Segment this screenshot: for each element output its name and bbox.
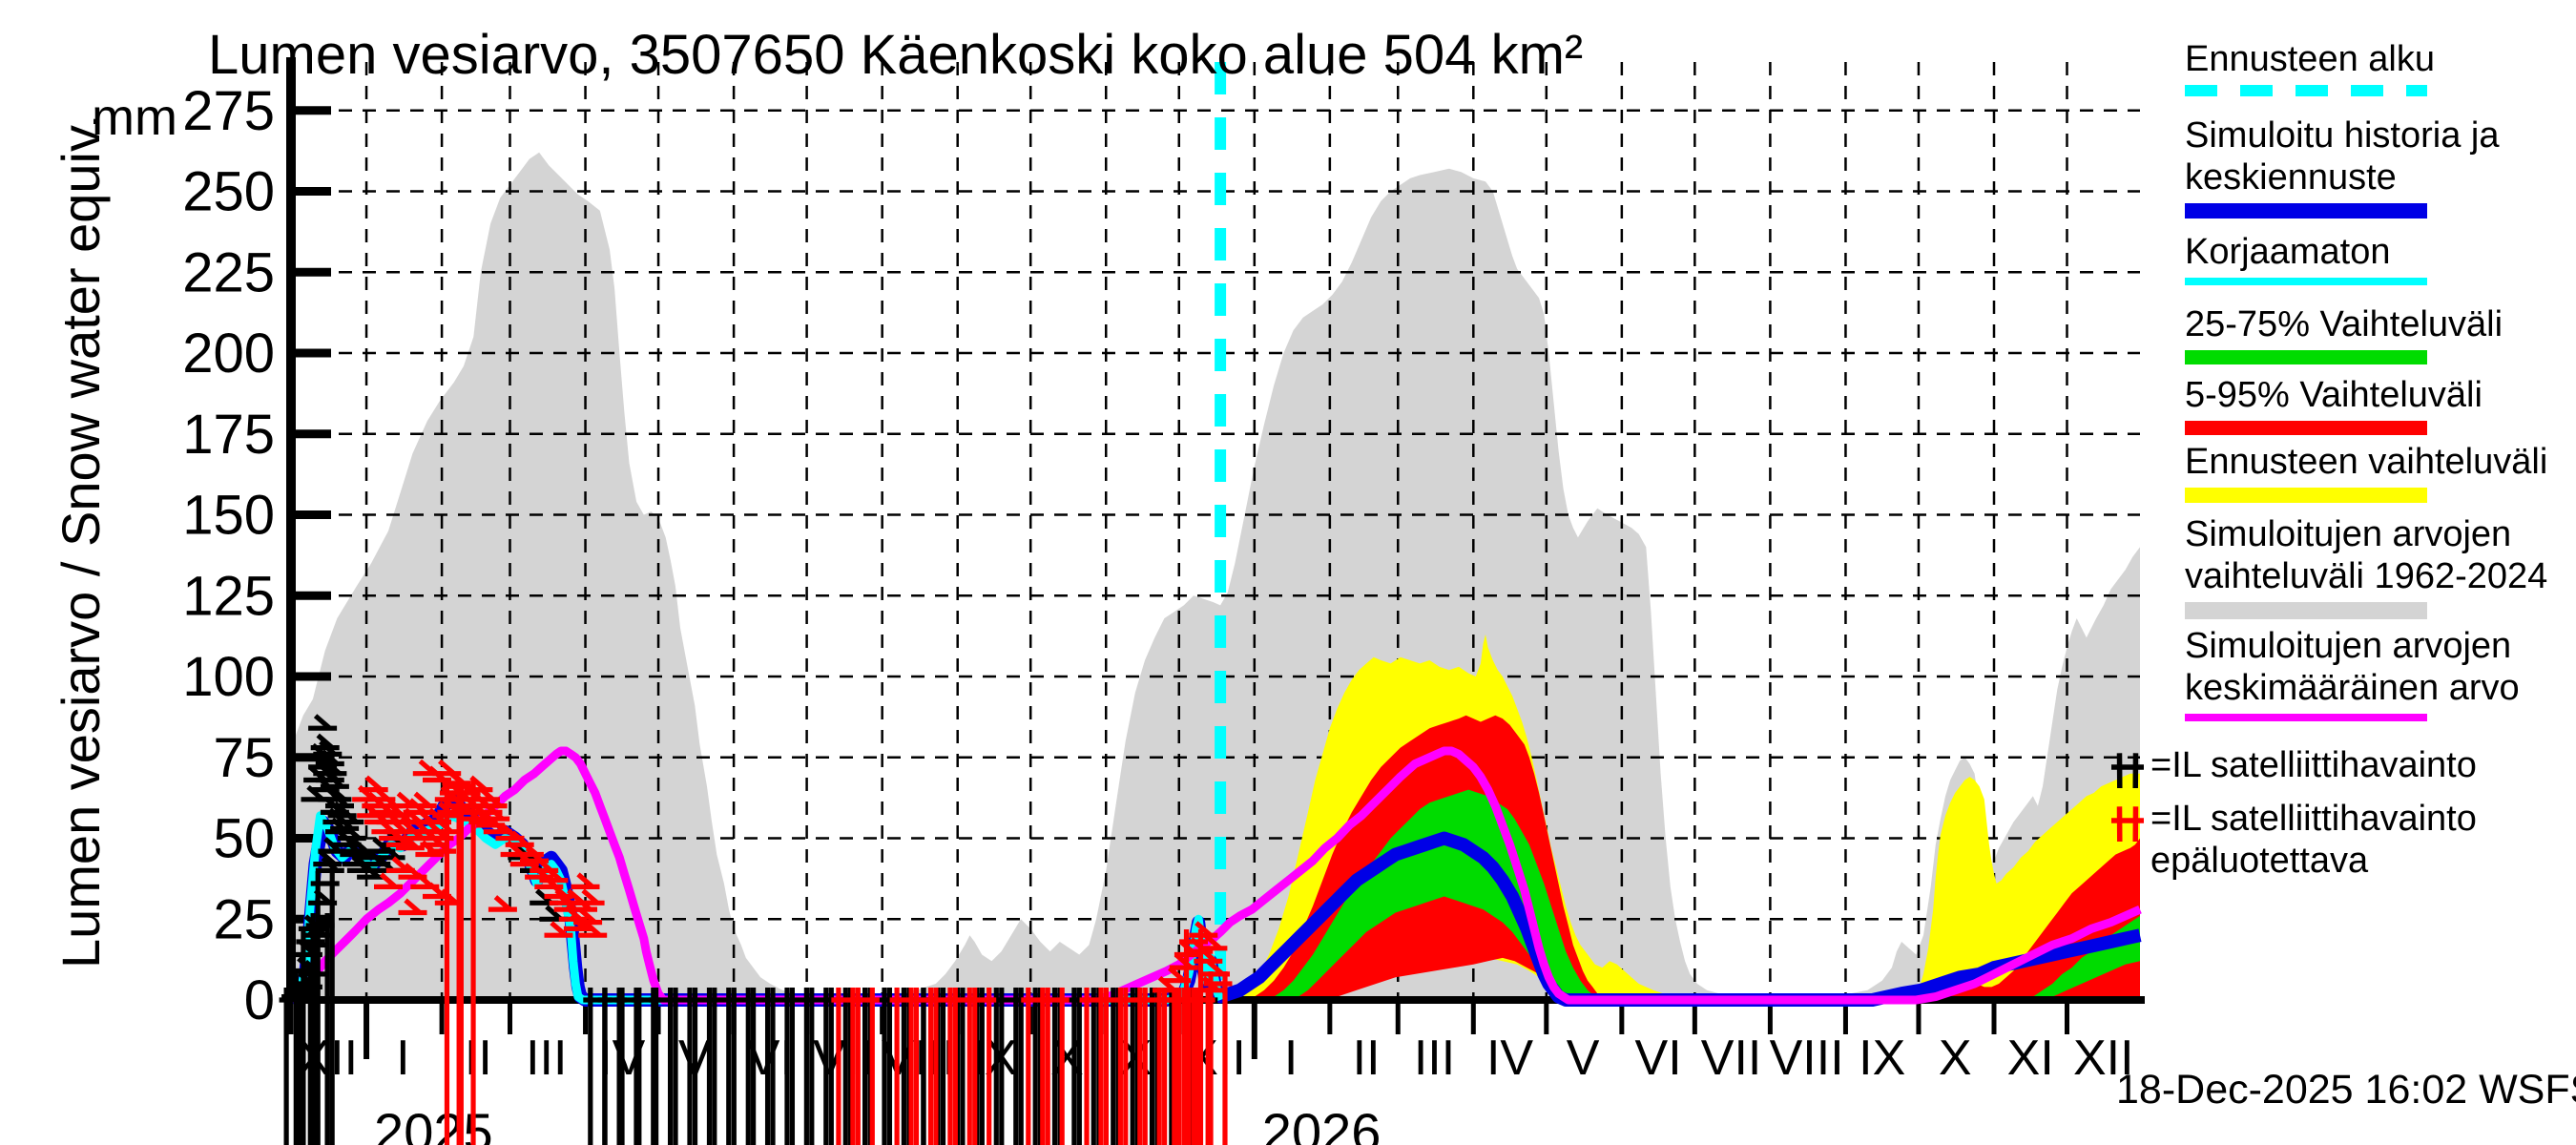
legend-sample-range-5-95 [2185, 421, 2427, 435]
month-tick-label: VI [1635, 1030, 1682, 1086]
month-tick-label: I [1284, 1030, 1298, 1086]
legend-item-label: =IL satelliittihavainto [2150, 799, 2477, 839]
chart-title: Lumen vesiarvo, 3507650 Käenkoski koko a… [208, 24, 1584, 86]
legend-sample-forecast-range [2185, 488, 2427, 503]
legend-item-label: 25-75% Vaihteluväli [2185, 304, 2503, 344]
y-tick-label: 125 [182, 565, 275, 627]
legend-item-simulated-average: Simuloitujen arvojen keskimääräinen arvo [2185, 625, 2520, 721]
y-tick-label: 0 [244, 969, 275, 1031]
month-tick-label: II [1353, 1030, 1381, 1086]
month-tick-label: III [526, 1030, 567, 1086]
legend-item-forecast-range: Ennusteen vaihteluväli [2185, 441, 2547, 503]
legend-item-label: keskiennuste [2185, 157, 2397, 198]
y-tick-label: 200 [182, 323, 275, 385]
asterisk-icon [2111, 753, 2144, 788]
legend-item-forecast-start: Ennusteen alku [2185, 38, 2435, 96]
month-tick-label: I [396, 1030, 409, 1086]
legend-item-uncorrected: Korjaamaton [2185, 231, 2427, 285]
legend-item-label: epäluotettava [2150, 841, 2369, 881]
year-label: 2026 [1262, 1102, 1381, 1145]
range-25-75-band [1274, 789, 2140, 1000]
legend-sample-simulated-history-mean-forecast [2185, 203, 2427, 219]
range-5-95-band [1254, 715, 2140, 1000]
y-tick-label: 75 [213, 727, 275, 789]
y-tick-label: 50 [213, 808, 275, 870]
month-tick-label: VII [1701, 1030, 1762, 1086]
month-tick-label: V [1567, 1030, 1600, 1086]
month-tick-label: II [465, 1030, 492, 1086]
y-tick-label: 25 [213, 888, 275, 950]
legend-item-label: keskimääräinen arvo [2185, 668, 2520, 708]
month-tick-label: IV [1486, 1030, 1533, 1086]
legend-item-simulated-history-mean-forecast: Simuloitu historia ja keskiennuste [2185, 114, 2499, 219]
y-tick-label: 225 [182, 241, 275, 303]
legend-item-range-5-95: 5-95% Vaihteluväli [2185, 374, 2483, 435]
y-tick-label: 275 [182, 80, 275, 142]
month-tick-label: VIII [1770, 1030, 1844, 1086]
legend-sample-simulated-average [2185, 714, 2427, 721]
month-tick-label: X [1939, 1030, 1972, 1086]
y-axis-unit: mm [92, 89, 177, 146]
y-tick-label: 250 [182, 161, 275, 223]
y-axis-line [286, 57, 296, 1004]
legend-item-label: =IL satelliittihavainto [2150, 745, 2477, 785]
legend-item-satellite-obs: =IL satelliittihavainto [2107, 744, 2477, 788]
legend-item-label: vaihteluväli 1962-2024 [2185, 556, 2548, 596]
legend-item-range-25-75: 25-75% Vaihteluväli [2185, 303, 2503, 364]
y-axis-label: Lumen vesiarvo / Snow water equiv. [51, 114, 111, 968]
month-tick-label: XII [2073, 1030, 2134, 1086]
y-tick-label: 100 [182, 646, 275, 708]
legend-item-simulated-range-1962-2024: Simuloitujen arvojen vaihteluväli 1962-20… [2185, 513, 2547, 619]
month-tick-label: XI [2007, 1030, 2054, 1086]
legend-sample-uncorrected [2185, 278, 2427, 285]
satellite-obs-unreliable-markers [352, 759, 1233, 1145]
legend-item-label: Simuloitu historia ja [2185, 115, 2500, 156]
gridlines [291, 62, 2140, 1000]
legend-item-label: Simuloitujen arvojen [2185, 626, 2512, 666]
y-tick-label: 150 [182, 485, 275, 547]
legend-item-satellite-obs-unreliable: =IL satelliittihavainto epäluotettava [2107, 798, 2477, 882]
asterisk-icon [2111, 806, 2144, 842]
legend-sample-range-25-75 [2185, 350, 2427, 364]
legend-sample-simulated-range-1962-2024 [2185, 602, 2427, 619]
legend-item-label: Ennusteen vaihteluväli [2185, 442, 2548, 482]
legend-item-label: Korjaamaton [2185, 232, 2391, 272]
y-tick-label: 175 [182, 404, 275, 466]
legend-item-label: Ennusteen alku [2185, 39, 2435, 79]
month-tick-label: IX [1859, 1030, 1905, 1086]
legend-item-label: Simuloitujen arvojen [2185, 514, 2512, 554]
legend-item-label: 5-95% Vaihteluväli [2185, 375, 2483, 415]
timestamp: 18-Dec-2025 16:02 WSFS-O [2116, 1067, 2576, 1113]
month-tick-label: III [1414, 1030, 1455, 1086]
legend-sample-forecast-start [2185, 85, 2427, 96]
